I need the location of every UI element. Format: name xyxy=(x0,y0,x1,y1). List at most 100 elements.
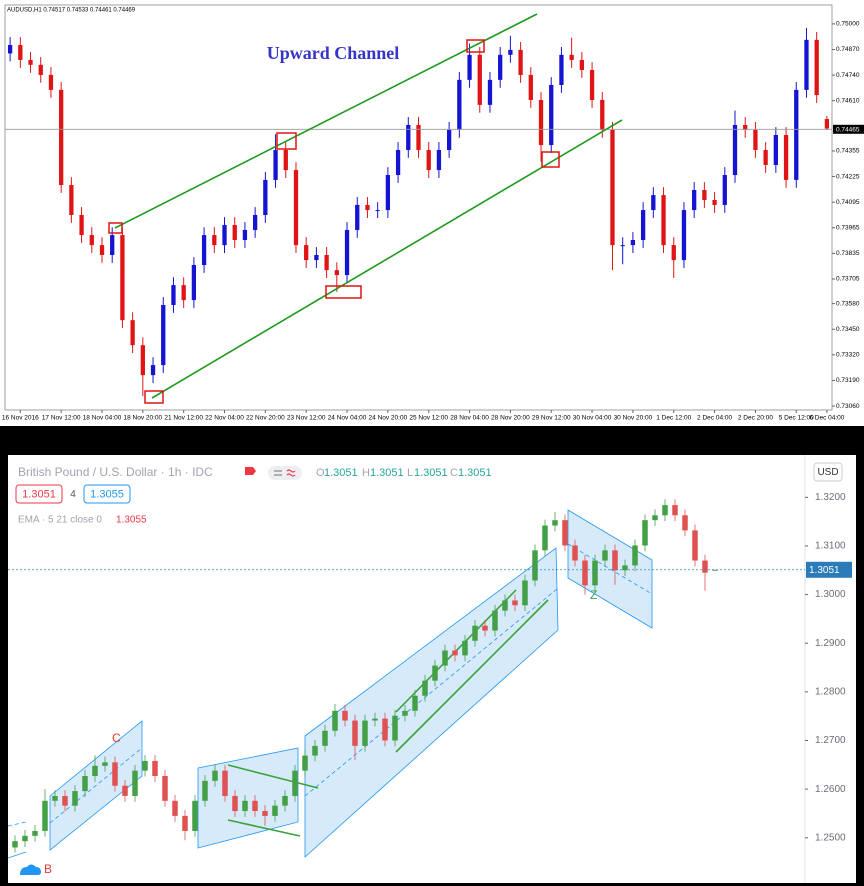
currency-button[interactable] xyxy=(813,462,843,482)
price-tag xyxy=(833,124,864,134)
candle-body xyxy=(322,730,328,746)
candle-body xyxy=(528,74,533,100)
candle-body xyxy=(292,770,298,796)
y-tick-label: 1.3000 xyxy=(815,589,846,600)
candle-body xyxy=(712,569,718,571)
candle-body xyxy=(632,545,638,566)
currency[interactable]: USD xyxy=(817,467,838,478)
candle-body xyxy=(522,580,528,606)
candle-body xyxy=(600,99,605,130)
candle-body xyxy=(62,795,68,806)
candle-body xyxy=(661,195,666,246)
wave-label: Z xyxy=(590,588,597,602)
y-tick-label: 0.74095 xyxy=(836,199,860,206)
candle-body xyxy=(681,210,687,261)
candle-body xyxy=(682,515,688,531)
candle-body xyxy=(48,74,54,90)
flag-icon xyxy=(245,467,256,475)
wave-label: C xyxy=(112,731,121,745)
candle-body xyxy=(18,44,23,60)
y-tick-label: 1.2900 xyxy=(815,638,846,649)
candle-body xyxy=(332,710,338,731)
touch-box xyxy=(325,285,362,299)
candle-body xyxy=(212,235,217,246)
candle-body xyxy=(538,99,544,146)
ohlc-value: 1.3051 xyxy=(458,467,492,479)
x-tick-label: 18 Nov 20:00 xyxy=(123,415,162,422)
candle-body xyxy=(692,189,697,211)
candle-body xyxy=(416,124,421,150)
y-tick-label: 0.73705 xyxy=(836,276,860,283)
x-tick-label: 16 Nov 2016 xyxy=(2,415,39,422)
candle-body xyxy=(824,119,830,129)
candle-body xyxy=(512,600,518,606)
logo xyxy=(20,864,41,875)
candle-body xyxy=(232,225,237,241)
candle-body xyxy=(334,270,339,276)
x-tick-label: 2 Dec 20:00 xyxy=(738,415,773,422)
candle-body xyxy=(222,225,227,246)
y-tick-label: 0.73835 xyxy=(836,250,860,257)
x-tick-label: 25 Nov 12:00 xyxy=(409,415,448,422)
candle-body xyxy=(152,760,158,776)
candle-body xyxy=(352,720,358,746)
candle-body xyxy=(743,124,748,130)
buy-button[interactable] xyxy=(83,484,131,504)
candle-body xyxy=(472,625,478,641)
candle-body xyxy=(252,214,258,230)
candle-body xyxy=(120,235,125,321)
candle-body xyxy=(446,129,452,150)
channel-midline xyxy=(567,543,653,595)
candle-body xyxy=(426,149,431,171)
x-tick-label: 5 Dec 12:00 xyxy=(779,415,814,422)
price-tag-label: 1.3051 xyxy=(809,565,840,576)
candle-body xyxy=(162,776,168,801)
y-tick-label: 0.73580 xyxy=(836,300,860,307)
candle-body xyxy=(569,54,574,60)
candle-body xyxy=(804,39,809,90)
candle-body xyxy=(579,59,585,71)
trend-line xyxy=(395,599,549,753)
candle-body xyxy=(662,505,668,516)
candle-body xyxy=(72,791,78,806)
indicator-label: EMA · 5 21 close 0 xyxy=(18,515,102,526)
candle-body xyxy=(592,560,598,586)
candle-body xyxy=(283,149,288,171)
candle-body xyxy=(692,530,698,561)
channel-midline xyxy=(49,747,143,824)
trend-line xyxy=(227,764,319,789)
x-tick-label: 29 Nov 12:00 xyxy=(532,415,571,422)
candle-body xyxy=(52,795,58,801)
candle-body xyxy=(263,179,268,215)
candle-body xyxy=(324,254,329,271)
indicator-value: 1.3055 xyxy=(116,515,147,526)
candle-body xyxy=(542,525,548,551)
y-tick-label: 0.73060 xyxy=(836,403,860,410)
candle-body xyxy=(552,520,558,526)
candle-body xyxy=(753,129,758,150)
x-tick-label: 1 Dec 12:00 xyxy=(656,415,691,422)
candle-body xyxy=(82,776,88,792)
candle-body xyxy=(102,762,108,766)
candle-body xyxy=(392,715,398,741)
candle-body xyxy=(385,174,391,211)
candle-body xyxy=(242,229,248,241)
compare-icon[interactable] xyxy=(268,466,302,480)
chart-title: Upward Channel xyxy=(267,43,400,63)
candle-body xyxy=(314,254,319,261)
y-tick-label: 1.2600 xyxy=(815,784,846,795)
candle-body xyxy=(498,54,503,80)
channel xyxy=(567,509,653,629)
candle-body xyxy=(282,795,288,806)
candle-body xyxy=(406,124,411,150)
candle-body xyxy=(508,49,513,55)
buy-price[interactable]: 1.3055 xyxy=(90,488,124,500)
y-tick-label: 1.3100 xyxy=(815,541,846,552)
spread: 4 xyxy=(70,489,76,500)
sell-button[interactable] xyxy=(15,484,63,504)
sell-price[interactable]: 1.3051 xyxy=(22,488,56,500)
candle-body xyxy=(467,54,472,80)
candle-body xyxy=(89,235,94,246)
touch-box xyxy=(144,390,164,404)
